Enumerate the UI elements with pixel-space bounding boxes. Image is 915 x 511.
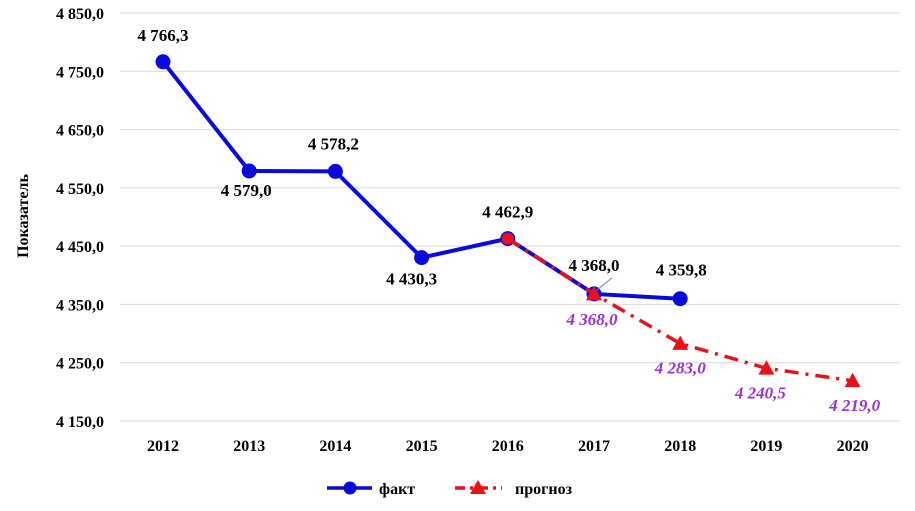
fact-data-label: 4 462,9 [482, 203, 533, 222]
data-labels: 4 766,3 4 579,0 4 578,2 4 430,3 4 462,9 4 368… [138, 26, 881, 415]
y-tick-label: 4 350,0 [56, 297, 104, 314]
y-axis-label: Показатель [15, 174, 32, 258]
forecast-data-label: 4 283,0 [654, 358, 707, 377]
y-tick-label: 4 450,0 [56, 239, 104, 256]
y-tick-label: 4 650,0 [56, 123, 104, 140]
x-tick-label: 2019 [750, 438, 782, 455]
forecast-data-label: 4 219,0 [828, 396, 881, 415]
x-tick-label: 2020 [837, 438, 869, 455]
y-tick-label: 4 150,0 [56, 414, 104, 431]
x-axis-ticks: 2012 2013 2014 2015 2016 2017 2018 2019 2020 [147, 438, 869, 455]
fact-point [241, 163, 257, 179]
y-tick-label: 4 250,0 [56, 356, 104, 373]
fact-data-label: 4 578,2 [308, 134, 359, 153]
fact-point [155, 54, 171, 70]
forecast-point [844, 372, 861, 388]
x-tick-label: 2012 [147, 438, 179, 455]
fact-point [414, 250, 430, 266]
fact-data-label: 4 359,8 [656, 261, 707, 280]
y-tick-label: 4 750,0 [56, 64, 104, 81]
forecast-point [586, 285, 602, 301]
x-tick-label: 2017 [578, 438, 610, 455]
legend-forecast-marker [470, 480, 486, 494]
x-tick-label: 2018 [664, 438, 696, 455]
legend: факт прогноз [327, 480, 573, 498]
legend-fact-marker [343, 481, 357, 495]
fact-data-label: 4 430,3 [386, 270, 437, 289]
x-tick-label: 2015 [406, 438, 438, 455]
x-tick-label: 2014 [319, 438, 351, 455]
gridlines [120, 12, 900, 422]
y-tick-label: 4 850,0 [56, 6, 104, 23]
label-leader-line [596, 277, 613, 291]
fact-point [327, 163, 343, 179]
fact-data-label: 4 766,3 [138, 26, 189, 45]
x-tick-label: 2013 [233, 438, 265, 455]
legend-fact-label: факт [379, 481, 415, 498]
forecast-data-label: 4 240,5 [734, 383, 787, 402]
series-forecast [501, 232, 861, 388]
forecast-point [672, 335, 689, 350]
x-tick-label: 2016 [492, 438, 524, 455]
legend-forecast-label: прогноз [515, 481, 573, 498]
forecast-point [501, 232, 514, 245]
forecast-point [758, 360, 775, 375]
forecast-data-label: 4 368,0 [566, 310, 619, 329]
fact-data-label: 4 579,0 [221, 181, 272, 200]
fact-data-label: 4 368,0 [569, 256, 620, 275]
y-axis-ticks: 4 850,0 4 750,0 4 650,0 4 550,0 4 450,0 4 350… [56, 6, 104, 431]
fact-point [672, 291, 688, 307]
y-tick-label: 4 550,0 [56, 181, 104, 198]
forecast-line [506, 237, 853, 383]
